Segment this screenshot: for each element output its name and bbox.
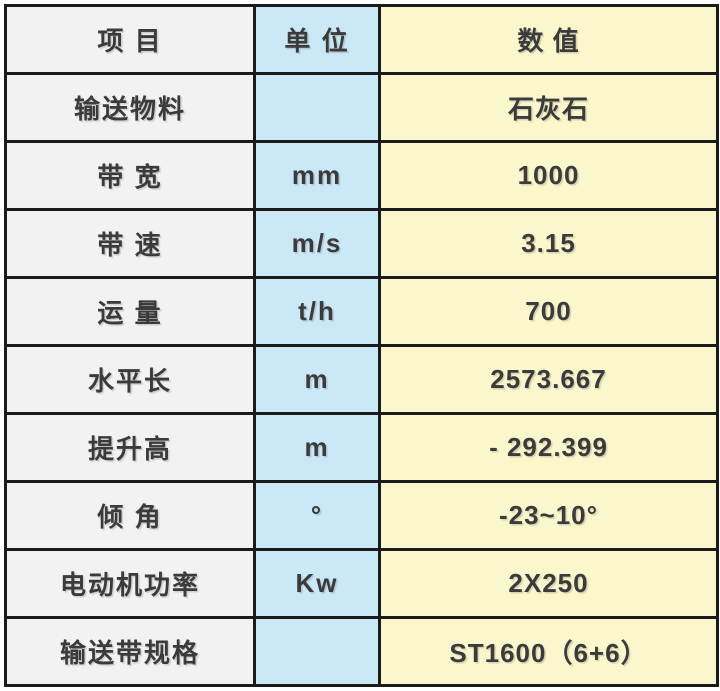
row-value: ST1600（6+6） bbox=[378, 616, 719, 687]
row-label: 带 宽 bbox=[4, 140, 256, 211]
row-value: 石灰石 bbox=[378, 72, 719, 143]
row-label: 输送物料 bbox=[4, 72, 256, 143]
table-row: 提升高 m - 292.399 bbox=[4, 412, 719, 483]
row-unit bbox=[253, 616, 381, 687]
row-value: 2X250 bbox=[378, 548, 719, 619]
row-unit: m/s bbox=[253, 208, 381, 279]
row-value: -23~10° bbox=[378, 480, 719, 551]
header-row: 项 目 单 位 数 值 bbox=[4, 4, 719, 75]
table-row: 输送带规格 ST1600（6+6） bbox=[4, 616, 719, 687]
row-value: 2573.667 bbox=[378, 344, 719, 415]
conveyor-spec-table: 项 目 单 位 数 值 输送物料 石灰石 带 宽 mm 1000 带 速 m/s… bbox=[4, 4, 719, 687]
table-row: 带 宽 mm 1000 bbox=[4, 140, 719, 211]
row-unit: m bbox=[253, 412, 381, 483]
row-label: 电动机功率 bbox=[4, 548, 256, 619]
row-label: 倾 角 bbox=[4, 480, 256, 551]
row-unit: t/h bbox=[253, 276, 381, 347]
row-value: 1000 bbox=[378, 140, 719, 211]
table-row: 运 量 t/h 700 bbox=[4, 276, 719, 347]
row-label: 带 速 bbox=[4, 208, 256, 279]
table-row: 输送物料 石灰石 bbox=[4, 72, 719, 143]
spec-table-container: 项 目 单 位 数 值 输送物料 石灰石 带 宽 mm 1000 带 速 m/s… bbox=[4, 4, 719, 687]
row-label: 提升高 bbox=[4, 412, 256, 483]
row-unit: Kw bbox=[253, 548, 381, 619]
row-unit bbox=[253, 72, 381, 143]
header-item: 项 目 bbox=[4, 4, 256, 75]
table-row: 倾 角 ° -23~10° bbox=[4, 480, 719, 551]
row-label: 运 量 bbox=[4, 276, 256, 347]
table-row: 水平长 m 2573.667 bbox=[4, 344, 719, 415]
row-value: 700 bbox=[378, 276, 719, 347]
row-label: 输送带规格 bbox=[4, 616, 256, 687]
header-unit: 单 位 bbox=[253, 4, 381, 75]
table-row: 电动机功率 Kw 2X250 bbox=[4, 548, 719, 619]
row-value: 3.15 bbox=[378, 208, 719, 279]
row-unit: m bbox=[253, 344, 381, 415]
header-value: 数 值 bbox=[378, 4, 719, 75]
row-unit: ° bbox=[253, 480, 381, 551]
table-row: 带 速 m/s 3.15 bbox=[4, 208, 719, 279]
row-label: 水平长 bbox=[4, 344, 256, 415]
row-value: - 292.399 bbox=[378, 412, 719, 483]
row-unit: mm bbox=[253, 140, 381, 211]
